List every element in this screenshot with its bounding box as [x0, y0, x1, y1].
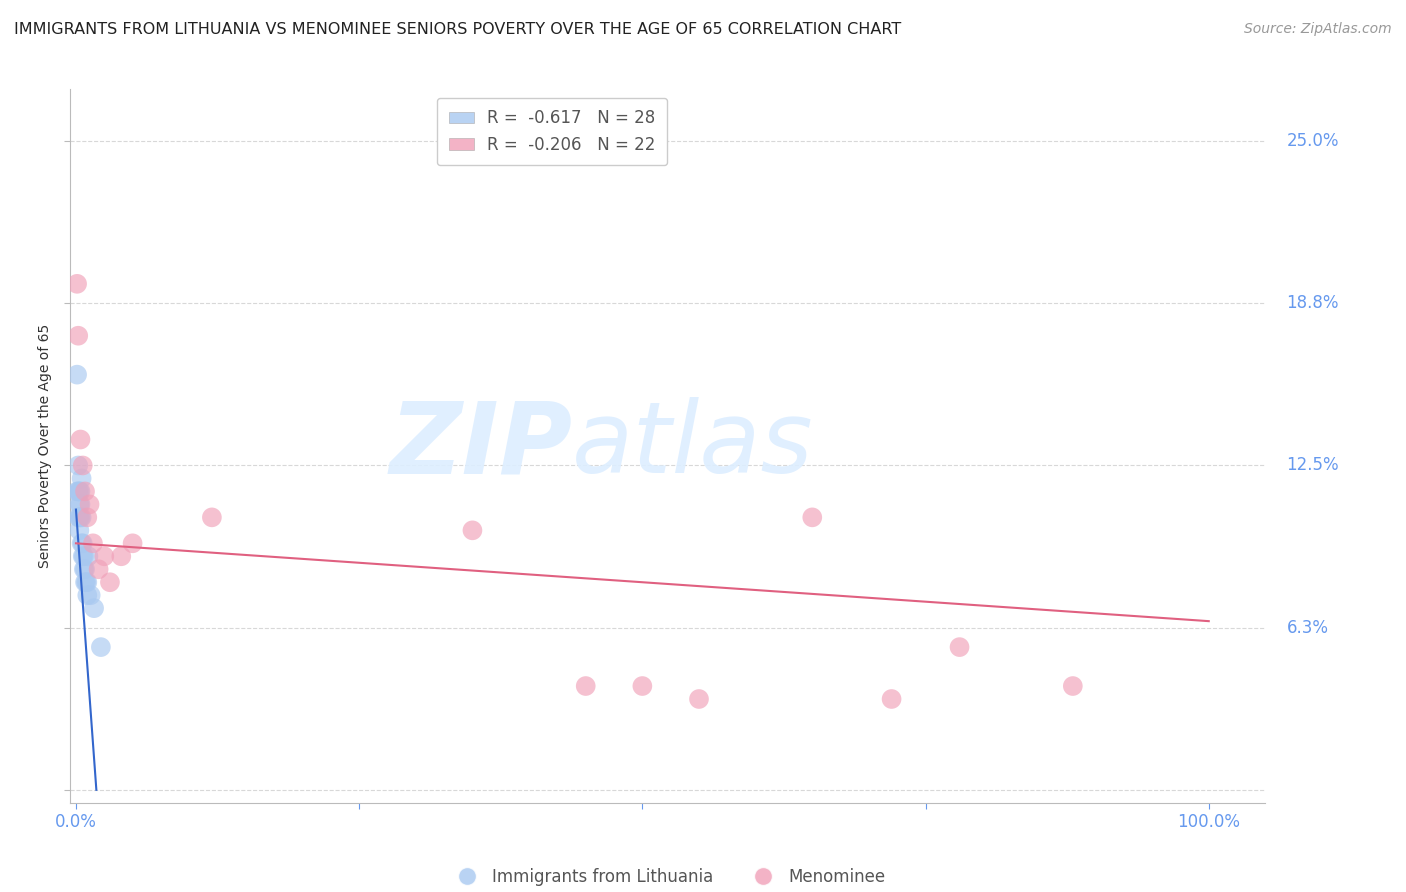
Point	[73, 484, 96, 499]
Text: atlas: atlas	[572, 398, 814, 494]
Point	[72, 458, 94, 473]
Point	[67, 484, 90, 499]
Point	[575, 679, 598, 693]
Point	[801, 510, 824, 524]
Point	[69, 484, 91, 499]
Point	[77, 549, 100, 564]
Point	[1062, 679, 1084, 693]
Text: 12.5%: 12.5%	[1286, 457, 1339, 475]
Point	[83, 601, 105, 615]
Point	[67, 510, 90, 524]
Point	[69, 510, 91, 524]
Point	[79, 497, 101, 511]
Point	[75, 575, 97, 590]
Point	[948, 640, 970, 654]
Point	[880, 692, 903, 706]
Point	[631, 679, 654, 693]
Point	[76, 588, 98, 602]
Point	[67, 524, 90, 538]
Point	[66, 277, 89, 291]
Point	[70, 510, 93, 524]
Text: Source: ZipAtlas.com: Source: ZipAtlas.com	[1244, 22, 1392, 37]
Point	[67, 510, 90, 524]
Y-axis label: Seniors Poverty Over the Age of 65: Seniors Poverty Over the Age of 65	[38, 324, 52, 568]
Point	[73, 549, 96, 564]
Text: 18.8%: 18.8%	[1286, 294, 1339, 312]
Point	[98, 575, 121, 590]
Point	[87, 562, 110, 576]
Point	[66, 368, 89, 382]
Point	[201, 510, 224, 524]
Text: 25.0%: 25.0%	[1286, 132, 1339, 150]
Point	[66, 484, 89, 499]
Point	[73, 562, 96, 576]
Legend: Immigrants from Lithuania, Menominee: Immigrants from Lithuania, Menominee	[444, 861, 891, 892]
Text: ZIP: ZIP	[389, 398, 572, 494]
Point	[121, 536, 143, 550]
Point	[82, 536, 104, 550]
Point	[90, 640, 112, 654]
Point	[67, 458, 90, 473]
Point	[70, 471, 93, 485]
Point	[76, 575, 98, 590]
Point	[69, 497, 91, 511]
Point	[110, 549, 132, 564]
Point	[72, 536, 94, 550]
Point	[73, 562, 96, 576]
Point	[461, 524, 484, 538]
Point	[69, 433, 91, 447]
Point	[67, 328, 90, 343]
Point	[688, 692, 710, 706]
Point	[72, 549, 94, 564]
Point	[67, 484, 90, 499]
Point	[80, 588, 103, 602]
Text: 6.3%: 6.3%	[1286, 619, 1329, 637]
Point	[67, 497, 90, 511]
Text: IMMIGRANTS FROM LITHUANIA VS MENOMINEE SENIORS POVERTY OVER THE AGE OF 65 CORREL: IMMIGRANTS FROM LITHUANIA VS MENOMINEE S…	[14, 22, 901, 37]
Point	[73, 575, 96, 590]
Point	[93, 549, 115, 564]
Point	[76, 510, 98, 524]
Point	[70, 536, 93, 550]
